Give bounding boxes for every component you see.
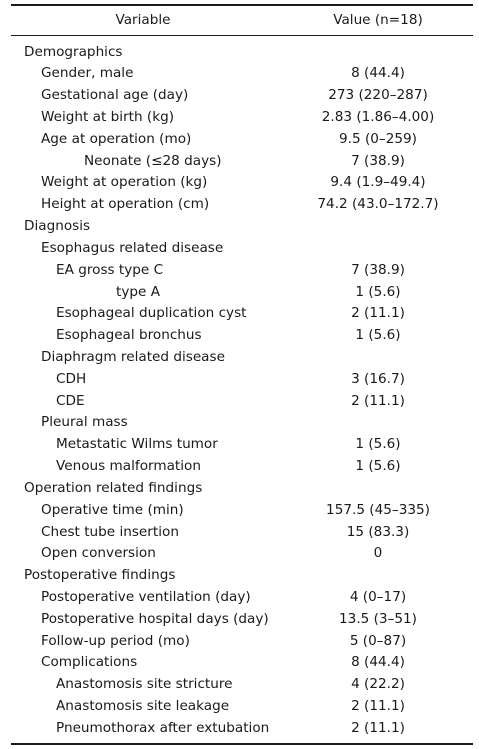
table-row: Diaphragm related disease (0, 347, 479, 369)
table-row: Follow-up period (mo) 5 (0–87) (0, 631, 479, 653)
table-row: Metastatic Wilms tumor 1 (5.6) (0, 434, 479, 456)
row-value: 74.2 (43.0–172.7) (317, 196, 439, 213)
row-value: 8 (44.4) (351, 65, 405, 82)
table-row: Esophageal duplication cyst 2 (11.1) (0, 303, 479, 325)
table-row: EA gross type C 7 (38.9) (0, 260, 479, 282)
table-row: Gestational age (day) 273 (220–287) (0, 85, 479, 107)
row-value: 273 (220–287) (328, 87, 428, 104)
row-value: 7 (38.9) (351, 152, 405, 169)
table-row: Height at operation (cm) 74.2 (43.0–172.7… (0, 194, 479, 216)
row-label: EA gross type C (56, 261, 164, 278)
table-row: Demographics (0, 42, 479, 64)
table-bottom-rule (11, 743, 473, 745)
table-row: type A 1 (5.6) (0, 282, 479, 304)
row-label: Complications (41, 654, 138, 671)
table-row: Weight at operation (kg) 9.4 (1.9–49.4) (0, 172, 479, 194)
row-value: 4 (22.2) (351, 676, 405, 693)
table-row: Weight at birth (kg) 2.83 (1.86–4.00) (0, 107, 479, 129)
row-value: 13.5 (3–51) (339, 610, 417, 627)
row-label: Esophageal bronchus (56, 327, 202, 344)
row-label: Anastomosis site stricture (56, 676, 233, 693)
row-value: 3 (16.7) (351, 370, 405, 387)
table-row: Operation related findings (0, 478, 479, 500)
table-row: Esophageal bronchus 1 (5.6) (0, 325, 479, 347)
row-label: Gestational age (day) (41, 87, 189, 104)
table-row: Pneumothorax after extubation 2 (11.1) (0, 718, 479, 740)
row-label: Pleural mass (41, 414, 128, 431)
row-label: Esophagus related disease (41, 239, 224, 256)
table-row: Pleural mass (0, 412, 479, 434)
row-label: Neonate (≤28 days) (84, 152, 222, 169)
row-label: Diaphragm related disease (41, 348, 225, 365)
row-value: 2 (11.1) (351, 392, 405, 409)
table-header-row: Variable Value (n=18) (0, 8, 479, 32)
row-label: Chest tube insertion (41, 523, 179, 540)
row-value: 7 (38.9) (351, 261, 405, 278)
row-label: Weight at operation (kg) (41, 174, 208, 191)
table-row: Postoperative ventilation (day) 4 (0–17) (0, 587, 479, 609)
row-label: Esophageal duplication cyst (56, 305, 247, 322)
row-value: 0 (373, 545, 383, 562)
row-label: CDE (56, 392, 85, 409)
row-value: 2 (11.1) (351, 698, 405, 715)
row-value: 2.83 (1.86–4.00) (321, 108, 435, 125)
row-label: Postoperative ventilation (day) (41, 589, 251, 605)
row-value: 4 (0–17) (349, 589, 407, 605)
row-label: Postoperative hospital days (day) (41, 610, 269, 627)
table-row: Open conversion 0 (0, 543, 479, 565)
row-value: 9.4 (1.9–49.4) (330, 174, 426, 191)
row-value: 5 (0–87) (349, 632, 407, 649)
table-row: Venous malformation 1 (5.6) (0, 456, 479, 478)
table-row: Postoperative findings (0, 565, 479, 587)
row-label: Age at operation (mo) (41, 130, 192, 147)
table-row: CDE 2 (11.1) (0, 391, 479, 413)
row-label: Pneumothorax after extubation (56, 719, 270, 736)
table-row: CDH 3 (16.7) (0, 369, 479, 391)
table-row: Esophagus related disease (0, 238, 479, 260)
table-row: Gender, male 8 (44.4) (0, 63, 479, 85)
table-row: Anastomosis site stricture 4 (22.2) (0, 674, 479, 696)
row-label: Weight at birth (kg) (41, 108, 175, 125)
table-row: Postoperative hospital days (day) 13.5 (3… (0, 609, 479, 631)
row-label: Open conversion (41, 545, 156, 562)
row-label: Follow-up period (mo) (41, 632, 190, 649)
row-value: 1 (5.6) (355, 283, 401, 300)
row-label: Postoperative findings (24, 567, 176, 584)
row-value: 8 (44.4) (351, 654, 405, 671)
row-value: 1 (5.6) (355, 327, 401, 344)
table-row: Anastomosis site leakage 2 (11.1) (0, 696, 479, 718)
row-value: 1 (5.6) (355, 436, 401, 453)
row-value: 9.5 (0–259) (339, 130, 417, 147)
row-label: Venous malformation (56, 458, 201, 475)
row-label: type A (116, 283, 160, 300)
row-label: Operation related findings (24, 479, 203, 496)
row-value: 1 (5.6) (355, 458, 401, 475)
row-label: Gender, male (41, 65, 134, 82)
row-value: 2 (11.1) (351, 305, 405, 322)
table-row: Neonate (≤28 days) 7 (38.9) (0, 151, 479, 173)
table-header-rule (11, 35, 473, 36)
row-label: Anastomosis site leakage (56, 698, 230, 715)
table-row: Complications 8 (44.4) (0, 652, 479, 674)
table-top-rule (11, 4, 473, 6)
table-row: Chest tube insertion 15 (83.3) (0, 522, 479, 544)
table-row: Diagnosis (0, 216, 479, 238)
row-value: 15 (83.3) (346, 523, 410, 540)
row-label: Diagnosis (24, 218, 91, 235)
row-label: CDH (56, 370, 87, 387)
row-label: Metastatic Wilms tumor (56, 436, 218, 453)
row-label: Demographics (24, 43, 123, 60)
row-label: Operative time (min) (41, 501, 184, 518)
table-row: Age at operation (mo) 9.5 (0–259) (0, 129, 479, 151)
row-label: Height at operation (cm) (41, 196, 210, 213)
row-value: 157.5 (45–335) (326, 501, 430, 518)
header-value: Value (n=18) (333, 12, 423, 28)
row-value: 2 (11.1) (351, 719, 405, 736)
table-row: Operative time (min) 157.5 (45–335) (0, 500, 479, 522)
header-variable: Variable (115, 12, 171, 28)
